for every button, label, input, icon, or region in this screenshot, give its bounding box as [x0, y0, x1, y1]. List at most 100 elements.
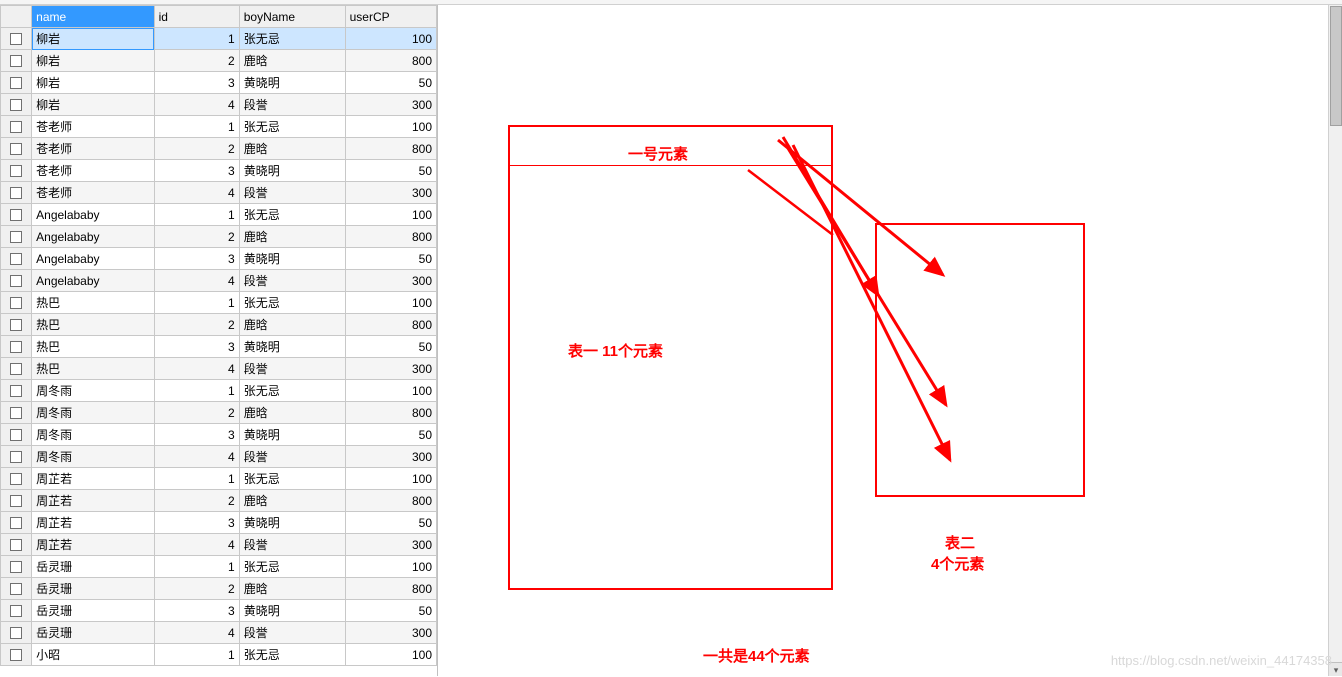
row-checkbox-cell[interactable]	[1, 578, 32, 600]
cell-id[interactable]: 3	[154, 424, 239, 446]
table-row[interactable]: Angelababy4段誉300	[1, 270, 437, 292]
cell-name[interactable]: 苍老师	[32, 116, 154, 138]
header-name[interactable]: name	[32, 6, 154, 28]
table-row[interactable]: 热巴2鹿晗800	[1, 314, 437, 336]
row-checkbox-cell[interactable]	[1, 644, 32, 666]
table-row[interactable]: Angelababy3黄晓明50	[1, 248, 437, 270]
row-checkbox-cell[interactable]	[1, 534, 32, 556]
cell-userCP[interactable]: 100	[345, 468, 436, 490]
cell-id[interactable]: 1	[154, 292, 239, 314]
cell-userCP[interactable]: 800	[345, 138, 436, 160]
table-row[interactable]: 岳灵珊2鹿晗800	[1, 578, 437, 600]
table-row[interactable]: 周冬雨2鹿晗800	[1, 402, 437, 424]
cell-userCP[interactable]: 800	[345, 314, 436, 336]
row-checkbox-cell[interactable]	[1, 160, 32, 182]
cell-boyName[interactable]: 张无忌	[239, 644, 345, 666]
checkbox-icon[interactable]	[10, 385, 22, 397]
cell-id[interactable]: 2	[154, 226, 239, 248]
checkbox-icon[interactable]	[10, 363, 22, 375]
row-checkbox-cell[interactable]	[1, 248, 32, 270]
table-row[interactable]: 苍老师2鹿晗800	[1, 138, 437, 160]
cell-id[interactable]: 3	[154, 600, 239, 622]
row-checkbox-cell[interactable]	[1, 468, 32, 490]
checkbox-icon[interactable]	[10, 55, 22, 67]
cell-name[interactable]: 柳岩	[32, 94, 154, 116]
cell-name[interactable]: 热巴	[32, 292, 154, 314]
cell-id[interactable]: 3	[154, 248, 239, 270]
cell-boyName[interactable]: 段誉	[239, 534, 345, 556]
cell-boyName[interactable]: 张无忌	[239, 556, 345, 578]
cell-name[interactable]: 柳岩	[32, 50, 154, 72]
cell-userCP[interactable]: 50	[345, 72, 436, 94]
cell-name[interactable]: 热巴	[32, 314, 154, 336]
cell-boyName[interactable]: 鹿晗	[239, 50, 345, 72]
table-row[interactable]: 周芷若2鹿晗800	[1, 490, 437, 512]
cell-boyName[interactable]: 鹿晗	[239, 138, 345, 160]
checkbox-icon[interactable]	[10, 253, 22, 265]
cell-id[interactable]: 1	[154, 556, 239, 578]
table-row[interactable]: 岳灵珊1张无忌100	[1, 556, 437, 578]
cell-name[interactable]: 岳灵珊	[32, 556, 154, 578]
table-row[interactable]: 柳岩1张无忌100	[1, 28, 437, 50]
row-checkbox-cell[interactable]	[1, 314, 32, 336]
cell-userCP[interactable]: 100	[345, 116, 436, 138]
checkbox-icon[interactable]	[10, 451, 22, 463]
row-checkbox-cell[interactable]	[1, 336, 32, 358]
cell-boyName[interactable]: 张无忌	[239, 28, 345, 50]
cell-boyName[interactable]: 鹿晗	[239, 490, 345, 512]
cell-id[interactable]: 1	[154, 380, 239, 402]
checkbox-icon[interactable]	[10, 275, 22, 287]
cell-id[interactable]: 4	[154, 446, 239, 468]
cell-userCP[interactable]: 50	[345, 336, 436, 358]
cell-boyName[interactable]: 张无忌	[239, 116, 345, 138]
row-checkbox-cell[interactable]	[1, 72, 32, 94]
checkbox-icon[interactable]	[10, 649, 22, 661]
row-checkbox-cell[interactable]	[1, 622, 32, 644]
cell-id[interactable]: 4	[154, 622, 239, 644]
cell-name[interactable]: 柳岩	[32, 72, 154, 94]
cell-name[interactable]: 柳岩	[32, 28, 154, 50]
cell-name[interactable]: 周芷若	[32, 468, 154, 490]
cell-name[interactable]: 周冬雨	[32, 446, 154, 468]
checkbox-icon[interactable]	[10, 33, 22, 45]
cell-boyName[interactable]: 张无忌	[239, 204, 345, 226]
table-row[interactable]: 周芷若4段誉300	[1, 534, 437, 556]
table-row[interactable]: 周冬雨1张无忌100	[1, 380, 437, 402]
checkbox-icon[interactable]	[10, 429, 22, 441]
checkbox-icon[interactable]	[10, 231, 22, 243]
cell-id[interactable]: 2	[154, 402, 239, 424]
cell-id[interactable]: 2	[154, 138, 239, 160]
cell-boyName[interactable]: 段誉	[239, 446, 345, 468]
cell-id[interactable]: 2	[154, 50, 239, 72]
row-checkbox-cell[interactable]	[1, 600, 32, 622]
cell-userCP[interactable]: 50	[345, 600, 436, 622]
table-row[interactable]: 柳岩4段誉300	[1, 94, 437, 116]
cell-name[interactable]: Angelababy	[32, 226, 154, 248]
cell-id[interactable]: 4	[154, 270, 239, 292]
checkbox-icon[interactable]	[10, 165, 22, 177]
cell-id[interactable]: 2	[154, 490, 239, 512]
cell-userCP[interactable]: 300	[345, 358, 436, 380]
cell-userCP[interactable]: 100	[345, 380, 436, 402]
table-row[interactable]: 苍老师1张无忌100	[1, 116, 437, 138]
row-checkbox-cell[interactable]	[1, 292, 32, 314]
table-row[interactable]: 岳灵珊3黄晓明50	[1, 600, 437, 622]
cell-boyName[interactable]: 鹿晗	[239, 578, 345, 600]
cell-name[interactable]: 岳灵珊	[32, 622, 154, 644]
cell-boyName[interactable]: 鹿晗	[239, 402, 345, 424]
cell-userCP[interactable]: 300	[345, 270, 436, 292]
row-checkbox-cell[interactable]	[1, 226, 32, 248]
header-usercp[interactable]: userCP	[345, 6, 436, 28]
table-row[interactable]: 柳岩3黄晓明50	[1, 72, 437, 94]
cell-userCP[interactable]: 800	[345, 402, 436, 424]
cell-userCP[interactable]: 100	[345, 292, 436, 314]
cell-boyName[interactable]: 黄晓明	[239, 72, 345, 94]
cell-userCP[interactable]: 50	[345, 424, 436, 446]
checkbox-icon[interactable]	[10, 517, 22, 529]
checkbox-icon[interactable]	[10, 407, 22, 419]
checkbox-icon[interactable]	[10, 209, 22, 221]
checkbox-icon[interactable]	[10, 495, 22, 507]
row-checkbox-cell[interactable]	[1, 94, 32, 116]
cell-id[interactable]: 3	[154, 72, 239, 94]
cell-name[interactable]: 苍老师	[32, 160, 154, 182]
